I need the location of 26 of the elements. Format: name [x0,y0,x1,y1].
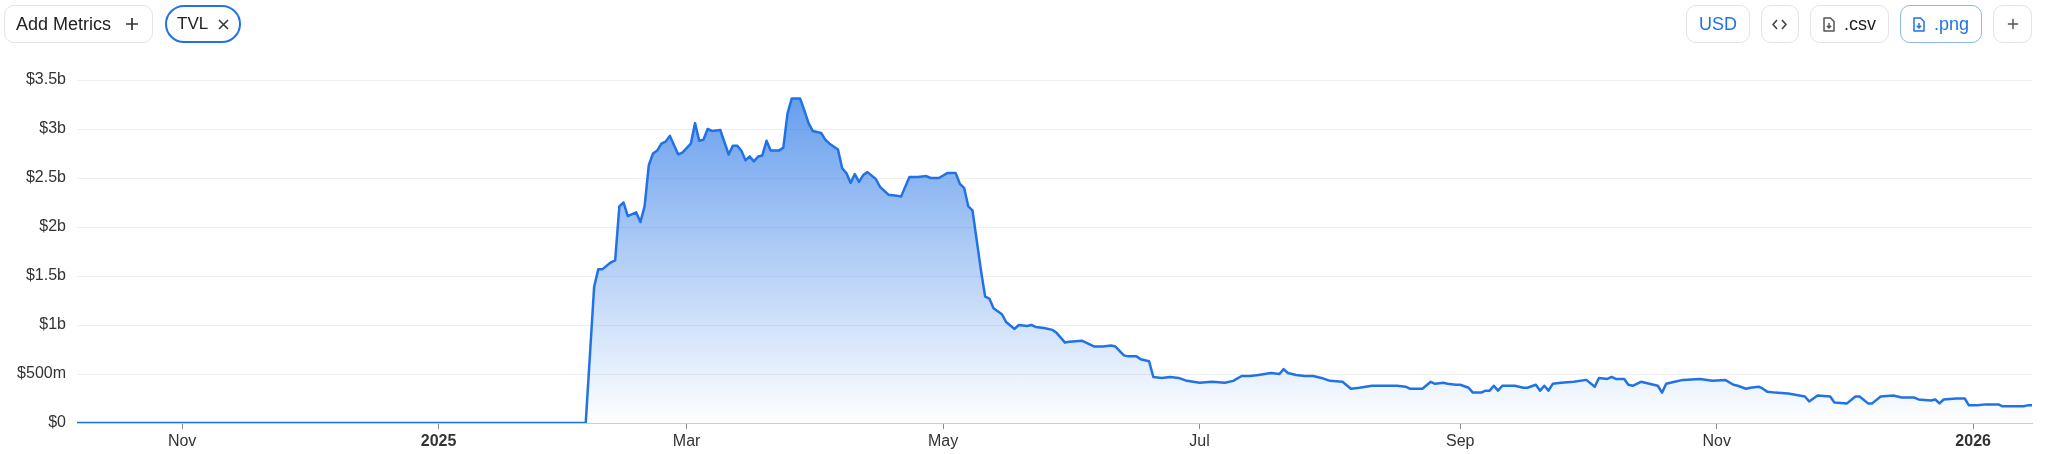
y-tick-label: $0 [48,413,67,431]
tag-chip[interactable] [165,5,242,43]
y-tick-label: $1.5b [25,266,67,284]
text: .csv [1843,13,1876,35]
add-button[interactable] [4,5,154,43]
y-tick-label: $500m [17,364,66,382]
toggle-button[interactable] [1685,5,1750,43]
x-tick-label: Jul [1189,432,1210,450]
x-tick-label: Sep [1445,432,1475,450]
x-tick-label: May [927,432,959,450]
x-tick-label: Mar [672,432,702,450]
code-button[interactable] [1760,5,1799,43]
y-tick-label: $2.5b [25,168,67,186]
x-tick-label: Nov [1702,432,1731,450]
y-tick-label: $3.5b [25,70,67,88]
download-button[interactable] [1899,5,1982,43]
x-tick-label: 2025 [420,432,457,450]
y-tick-label: $1b [39,315,67,333]
y-tick-label: $2b [39,217,67,235]
text: TVL [177,14,209,34]
x-tick-label: Nov [167,432,197,450]
x-tick-label: 2026 [1955,432,1992,450]
y-tick-label: $3b [39,119,67,137]
text: USD [1698,13,1737,35]
text: .png [1933,13,1969,35]
text: Add Metrics [16,13,112,35]
